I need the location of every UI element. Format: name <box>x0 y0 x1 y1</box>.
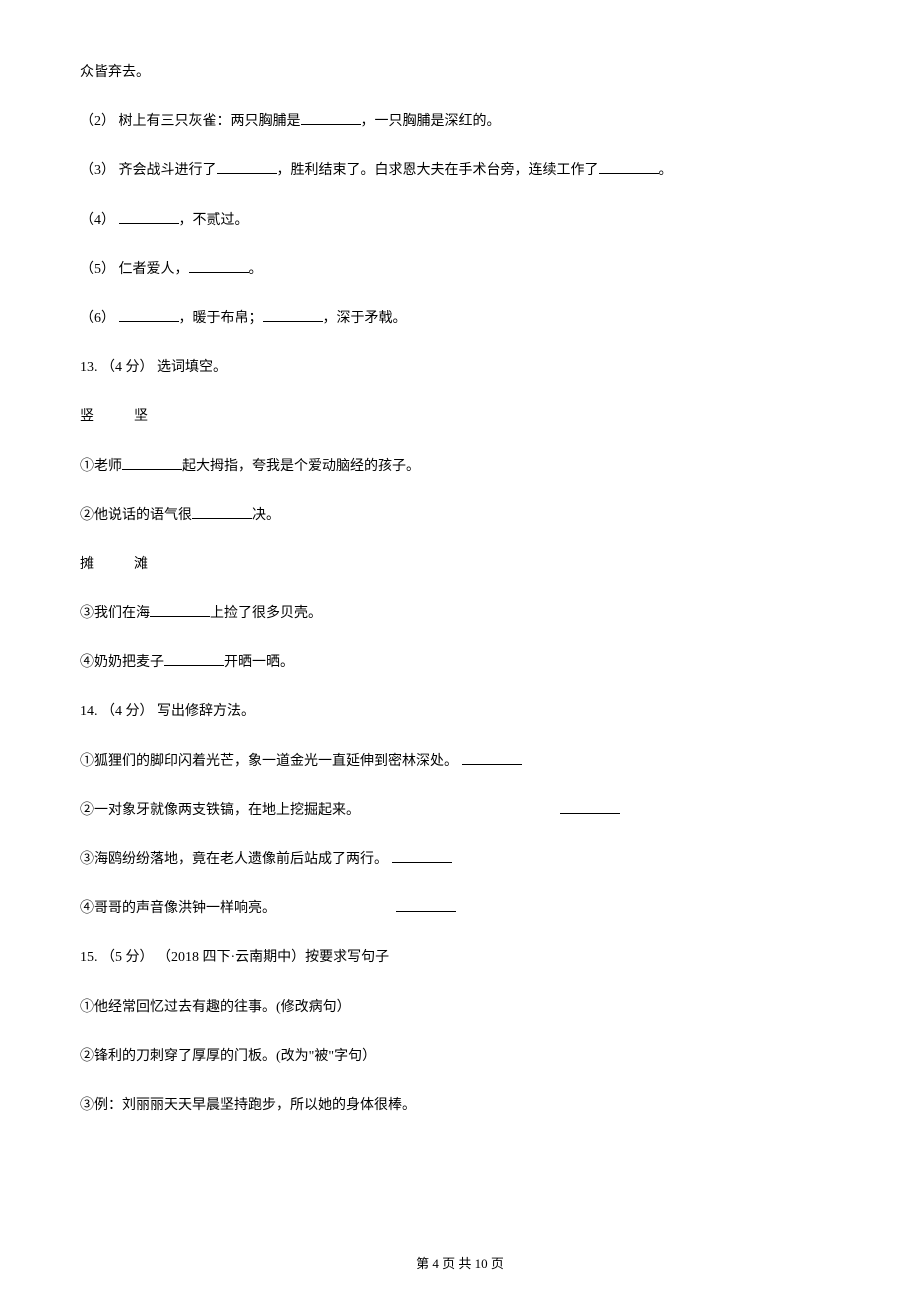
text: ，暖于布帛； <box>179 311 263 326</box>
text: ③海鸥纷纷落地，竟在老人遗像前后站成了两行。 <box>80 852 392 867</box>
question-14-3: ③海鸥纷纷落地，竟在老人遗像前后站成了两行。 <box>80 847 840 872</box>
question-2: （2） 树上有三只灰雀：两只胸脯是 ，一只胸脯是深红的。 <box>80 109 840 134</box>
fill-blank <box>217 158 277 174</box>
text: ，一只胸脯是深红的。 <box>361 114 501 129</box>
page-footer: 第 4 页 共 10 页 <box>0 1253 920 1272</box>
text: ，胜利结束了。白求恩大夫在手术台旁，连续工作了 <box>277 163 599 178</box>
text: 众皆弃去。 <box>80 65 150 80</box>
question-4: （4） ，不贰过。 <box>80 208 840 233</box>
text: （2） 树上有三只灰雀：两只胸脯是 <box>80 114 301 129</box>
text: （3） 齐会战斗进行了 <box>80 163 217 178</box>
text: 。 <box>249 262 263 277</box>
fill-blank <box>150 601 210 617</box>
text: 。 <box>659 163 673 178</box>
question-13-header: 13. （4 分） 选词填空。 <box>80 355 840 380</box>
text: ②他说话的语气很 <box>80 508 192 523</box>
fill-blank <box>164 650 224 666</box>
fill-blank <box>122 454 182 470</box>
text-line: 众皆弃去。 <box>80 60 840 85</box>
fill-blank <box>192 503 252 519</box>
question-15-header: 15. （5 分） （2018 四下·云南期中）按要求写句子 <box>80 945 840 970</box>
question-5: （5） 仁者爱人， 。 <box>80 257 840 282</box>
question-15-3: ③例：刘丽丽天天早晨坚持跑步，所以她的身体很棒。 <box>80 1093 840 1118</box>
text: 滩 <box>134 557 148 572</box>
text: 15. （5 分） （2018 四下·云南期中）按要求写句子 <box>80 950 389 965</box>
text: ①狐狸们的脚印闪着光芒，象一道金光一直延伸到密林深处。 <box>80 754 462 769</box>
question-15-2: ②锋利的刀刺穿了厚厚的门板。(改为"被"字句） <box>80 1044 840 1069</box>
question-14-1: ①狐狸们的脚印闪着光芒，象一道金光一直延伸到密林深处。 <box>80 749 840 774</box>
text: 起大拇指，夸我是个爱动脑经的孩子。 <box>182 459 420 474</box>
text: ④奶奶把麦子 <box>80 655 164 670</box>
text: ，深于矛戟。 <box>323 311 407 326</box>
text: （5） 仁者爱人， <box>80 262 189 277</box>
text: ③我们在海 <box>80 606 150 621</box>
question-14-4: ④哥哥的声音像洪钟一样响亮。 <box>80 896 840 921</box>
fill-blank <box>119 306 179 322</box>
text: 上捡了很多贝壳。 <box>210 606 322 621</box>
text: （4） <box>80 213 119 228</box>
fill-blank <box>599 158 659 174</box>
text: ③例：刘丽丽天天早晨坚持跑步，所以她的身体很棒。 <box>80 1098 416 1113</box>
fill-blank <box>560 798 620 814</box>
question-15-1: ①他经常回忆过去有趣的往事。(修改病句） <box>80 995 840 1020</box>
text: 开晒一晒。 <box>224 655 294 670</box>
fill-blank <box>462 749 522 765</box>
question-3: （3） 齐会战斗进行了 ，胜利结束了。白求恩大夫在手术台旁，连续工作了 。 <box>80 158 840 183</box>
fill-blank <box>301 109 361 125</box>
question-13-4: ④奶奶把麦子 开晒一晒。 <box>80 650 840 675</box>
document-body: 众皆弃去。 （2） 树上有三只灰雀：两只胸脯是 ，一只胸脯是深红的。 （3） 齐会… <box>80 60 840 1118</box>
question-6: （6） ，暖于布帛； ，深于矛戟。 <box>80 306 840 331</box>
text: 摊 <box>80 557 94 572</box>
word-pair-1: 竖坚 <box>80 404 840 429</box>
question-14-header: 14. （4 分） 写出修辞方法。 <box>80 699 840 724</box>
text: 坚 <box>134 409 148 424</box>
text: ，不贰过。 <box>179 213 249 228</box>
text: ①他经常回忆过去有趣的往事。(修改病句） <box>80 1000 351 1015</box>
text: 13. （4 分） 选词填空。 <box>80 360 227 375</box>
word-pair-2: 摊滩 <box>80 552 840 577</box>
question-13-3: ③我们在海 上捡了很多贝壳。 <box>80 601 840 626</box>
text: ②一对象牙就像两支铁镐，在地上挖掘起来。 <box>80 803 360 818</box>
text: ②锋利的刀刺穿了厚厚的门板。(改为"被"字句） <box>80 1049 376 1064</box>
question-13-1: ①老师 起大拇指，夸我是个爱动脑经的孩子。 <box>80 454 840 479</box>
text: 14. （4 分） 写出修辞方法。 <box>80 704 255 719</box>
fill-blank <box>263 306 323 322</box>
text: ④哥哥的声音像洪钟一样响亮。 <box>80 901 276 916</box>
fill-blank <box>119 208 179 224</box>
text: （6） <box>80 311 119 326</box>
fill-blank <box>396 896 456 912</box>
fill-blank <box>392 847 452 863</box>
text: 决。 <box>252 508 280 523</box>
question-13-2: ②他说话的语气很 决。 <box>80 503 840 528</box>
fill-blank <box>189 257 249 273</box>
text: 竖 <box>80 409 94 424</box>
page-number: 第 4 页 共 10 页 <box>416 1256 504 1271</box>
question-14-2: ②一对象牙就像两支铁镐，在地上挖掘起来。 <box>80 798 840 823</box>
text: ①老师 <box>80 459 122 474</box>
